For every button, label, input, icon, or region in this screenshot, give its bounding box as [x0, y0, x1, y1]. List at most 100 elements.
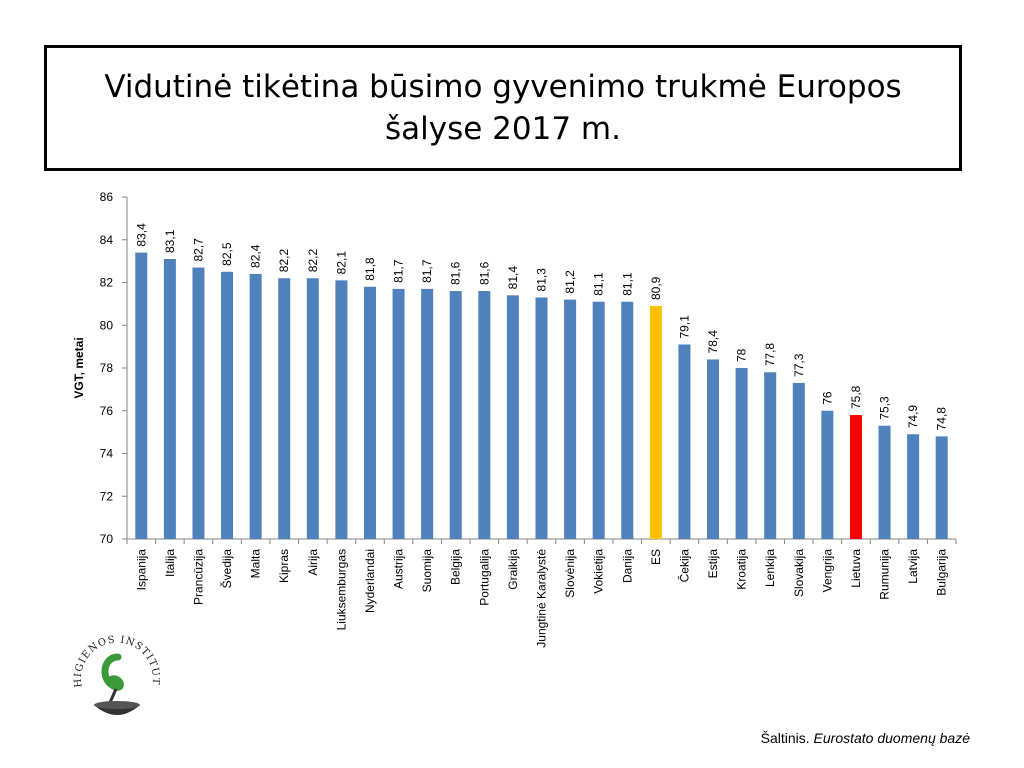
category-label-18: ES [649, 549, 663, 565]
bar-25 [849, 415, 862, 539]
data-label-3: 82,5 [220, 242, 234, 266]
bar-19 [678, 344, 691, 539]
y-tick-label: 82 [100, 276, 114, 290]
data-label-22: 77,8 [763, 343, 777, 367]
category-label-4: Malta [249, 549, 263, 579]
y-tick-label: 78 [100, 361, 114, 375]
bar-11 [449, 291, 462, 539]
category-label-20: Estija [706, 549, 720, 579]
category-label-19: Čekija [676, 549, 691, 583]
bar-1 [163, 258, 176, 539]
bar-3 [221, 271, 234, 539]
y-tick-label: 86 [100, 190, 114, 204]
bar-12 [478, 291, 491, 539]
category-label-0: Ispanija [134, 549, 148, 591]
category-label-2: Prancūzija [191, 549, 205, 605]
data-label-19: 79,1 [677, 315, 691, 339]
category-label-5: Kipras [277, 549, 291, 583]
data-label-16: 81,1 [592, 272, 606, 296]
y-tick-label: 74 [100, 447, 114, 461]
bar-4 [249, 273, 262, 539]
y-tick-label: 80 [100, 318, 114, 332]
y-axis-title: VGT, metai [72, 337, 86, 398]
bar-14 [535, 297, 548, 539]
category-label-14: Jungtinė Karalystė [535, 549, 549, 648]
bar-6 [306, 278, 319, 539]
category-label-23: Slovakija [792, 549, 806, 597]
data-label-21: 78 [735, 348, 749, 362]
bar-0 [135, 252, 148, 539]
category-label-1: Italija [163, 549, 177, 577]
bar-8 [363, 286, 376, 539]
data-label-2: 82,7 [191, 238, 205, 262]
bar-5 [278, 278, 291, 539]
bar-15 [564, 299, 577, 539]
bar-18 [649, 306, 662, 539]
data-label-18: 80,9 [649, 276, 663, 300]
slide-title: Vidutinė tikėtina būsimo gyvenimo trukmė… [104, 69, 902, 147]
category-label-12: Portugalija [477, 549, 491, 606]
data-label-25: 75,8 [849, 385, 863, 409]
category-label-24: Vengrija [820, 549, 834, 593]
data-label-15: 81,2 [563, 270, 577, 294]
data-label-24: 76 [820, 391, 834, 405]
bar-24 [821, 410, 834, 539]
category-label-16: Vokietija [592, 549, 606, 594]
bar-28 [935, 436, 948, 539]
category-label-7: Liuksemburgas [334, 549, 348, 630]
bar-10 [421, 288, 434, 539]
category-label-8: Nyderlandai [363, 549, 377, 613]
data-label-20: 78,4 [706, 330, 720, 354]
data-label-4: 82,4 [249, 244, 263, 268]
institute-logo: HIGIENOS INSTITUTAS [67, 619, 160, 727]
y-tick-label: 72 [100, 489, 114, 503]
category-label-3: Švedija [219, 549, 234, 589]
y-tick-label: 70 [100, 532, 114, 546]
data-label-0: 83,4 [134, 223, 148, 247]
category-label-15: Slovėnija [563, 549, 577, 598]
data-label-23: 77,3 [792, 353, 806, 377]
category-label-9: Austrija [392, 549, 406, 589]
category-label-6: Airija [306, 549, 320, 576]
bar-2 [192, 267, 205, 539]
data-label-13: 81,4 [506, 266, 520, 290]
bar-7 [335, 280, 348, 539]
data-label-17: 81,1 [620, 272, 634, 296]
data-label-5: 82,2 [277, 249, 291, 273]
y-tick-label: 76 [100, 404, 114, 418]
category-label-21: Kroatija [735, 549, 749, 590]
bar-9 [392, 288, 405, 539]
bar-27 [907, 434, 920, 539]
bar-13 [506, 295, 519, 539]
data-label-27: 74,9 [906, 405, 920, 429]
category-label-11: Belgija [449, 549, 463, 585]
data-label-28: 74,8 [935, 407, 949, 431]
category-label-10: Suomija [420, 549, 434, 593]
title-box: Vidutinė tikėtina būsimo gyvenimo trukmė… [44, 45, 962, 171]
data-label-8: 81,8 [363, 257, 377, 281]
institute-logo-icon: HIGIENOS INSTITUTAS [67, 619, 160, 715]
category-label-28: Bulgarija [935, 549, 949, 596]
category-label-27: Latvija [906, 549, 920, 584]
bar-16 [592, 301, 605, 539]
bar-20 [707, 359, 720, 539]
category-label-13: Graikija [506, 549, 520, 590]
data-label-12: 81,6 [477, 261, 491, 285]
data-label-1: 83,1 [163, 229, 177, 253]
bar-22 [764, 372, 777, 539]
bar-23 [792, 382, 805, 539]
category-label-22: Lenkija [763, 549, 777, 587]
category-label-25: Lietuva [849, 549, 863, 588]
source-text: Eurostato duomenų bazė [813, 730, 970, 746]
bar-17 [621, 301, 634, 539]
bar-21 [735, 368, 748, 539]
source-prefix: Šaltinis. [760, 730, 810, 746]
category-label-26: Rumunija [878, 549, 892, 600]
data-label-7: 82,1 [334, 251, 348, 275]
data-label-26: 75,3 [878, 396, 892, 420]
source-note: Šaltinis. Eurostato duomenų bazė [761, 730, 970, 746]
category-label-17: Danija [620, 549, 634, 583]
y-tick-label: 84 [100, 233, 114, 247]
data-label-9: 81,7 [392, 259, 406, 283]
